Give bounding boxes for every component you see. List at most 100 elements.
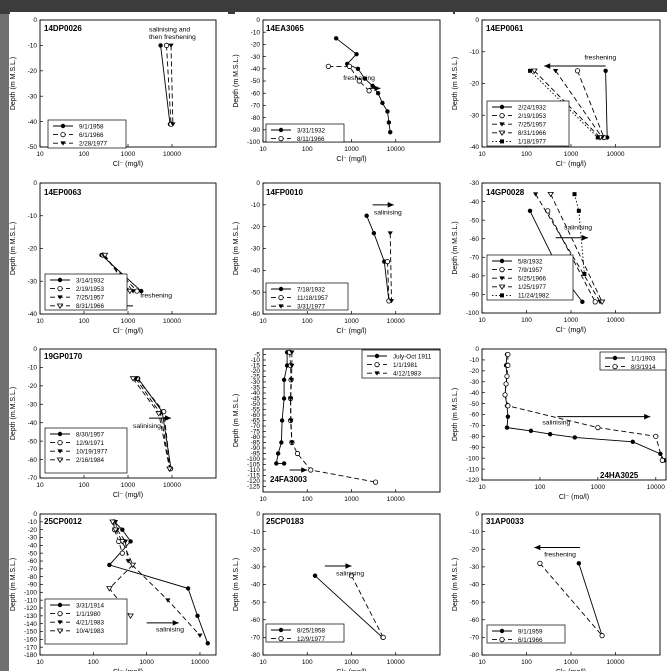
- data-point: [552, 69, 559, 74]
- annotation-text: then freshening: [149, 34, 196, 41]
- y-tick-label: -140: [24, 621, 37, 628]
- y-tick-label: -20: [251, 546, 261, 553]
- x-tick-label: 1000: [344, 496, 359, 503]
- legend-marker: [57, 610, 63, 617]
- x-tick-label: 10: [259, 659, 267, 666]
- y-tick-label: -70: [251, 103, 261, 110]
- trend-arrow-head: [301, 467, 308, 473]
- x-tick-label: 10000: [387, 318, 405, 325]
- panel-background: [235, 177, 453, 341]
- x-tick-label: 10000: [163, 318, 181, 325]
- legend-entry: 8/31/1966: [76, 303, 105, 310]
- x-tick-label: 10000: [606, 659, 624, 666]
- y-axis-label: Depth (m M.S.L.): [233, 394, 240, 447]
- y-tick-label: -150: [24, 629, 37, 636]
- series-line-4: [550, 193, 603, 303]
- data-point: [112, 527, 119, 533]
- legend-entry: 2/28/1977: [79, 141, 108, 148]
- annotation-text: salinising: [156, 627, 184, 634]
- x-tick-label: 10: [478, 484, 486, 491]
- panel-label: 14EP0061: [486, 24, 524, 33]
- panel-background: [455, 12, 667, 176]
- legend-box: [265, 123, 345, 143]
- y-tick-label: -65: [251, 418, 261, 425]
- x-tick-label: 100: [302, 318, 313, 325]
- series-line-2: [328, 65, 370, 92]
- x-tick-label: 10000: [606, 151, 624, 158]
- legend-entry: 7/25/1957: [76, 295, 105, 302]
- legend-marker: [56, 628, 64, 634]
- y-tick-label: -40: [470, 582, 480, 589]
- y-axis-label: Depth (m M.S.L.): [452, 388, 459, 441]
- series-line-3: [170, 45, 174, 125]
- data-point: [197, 633, 203, 638]
- series-line-3: [535, 193, 601, 303]
- data-point: [120, 527, 125, 532]
- series-line-3: [290, 352, 293, 443]
- data-point: [346, 63, 353, 69]
- data-point: [372, 479, 379, 485]
- data-point: [653, 433, 659, 439]
- data-point: [288, 418, 294, 423]
- legend-entry: 12/9/1971: [76, 440, 105, 447]
- data-point: [106, 586, 113, 592]
- legend-marker: [374, 361, 380, 368]
- legend-entry: 6/1/1966: [79, 132, 104, 139]
- y-tick-label: -50: [251, 78, 261, 85]
- y-tick-label: -30: [28, 401, 38, 408]
- trend-arrow-head: [534, 544, 541, 551]
- data-point: [294, 450, 301, 457]
- legend-marker: [500, 293, 504, 298]
- data-point: [387, 231, 393, 236]
- data-point: [505, 351, 511, 358]
- y-tick-label: -80: [28, 574, 38, 581]
- legend-box: [486, 624, 566, 644]
- legend-entry: 8/25/1958: [297, 627, 326, 634]
- legend-marker: [278, 627, 284, 633]
- data-point: [158, 43, 163, 48]
- legend-entry: 9/1/1959: [518, 628, 543, 635]
- x-tick-label: 100: [302, 659, 313, 666]
- y-tick-label: -90: [28, 582, 38, 589]
- y-tick-label: -60: [28, 558, 38, 565]
- x-tick-label: 1000: [344, 659, 359, 666]
- y-tick-label: -30: [28, 93, 38, 100]
- panel-label: 14DP0026: [44, 24, 82, 33]
- data-point: [599, 633, 605, 639]
- legend-marker: [374, 353, 380, 359]
- y-tick-label: -80: [470, 652, 480, 659]
- y-tick-label: -10: [28, 519, 38, 526]
- data-point: [312, 573, 318, 578]
- legend-marker: [57, 439, 63, 446]
- x-tick-label: 100: [88, 659, 99, 666]
- legend-entry: 2/19/1953: [518, 113, 547, 120]
- x-tick-label: 100: [521, 151, 532, 158]
- y-tick-label: -70: [28, 566, 38, 573]
- legend-entry: 8/31/1966: [518, 130, 547, 137]
- y-tick-label: -20: [251, 42, 261, 49]
- x-axis-label: Cl⁻ (mg/l): [113, 328, 143, 335]
- data-point: [375, 91, 381, 96]
- data-point: [279, 418, 285, 423]
- y-tick-label: -10: [470, 49, 480, 56]
- y-tick-label: -20: [470, 546, 480, 553]
- y-tick-label: -170: [24, 644, 37, 651]
- y-tick-label: -50: [28, 550, 38, 557]
- y-tick-label: -90: [251, 127, 261, 134]
- y-axis-label: Depth (m M.S.L.): [452, 221, 459, 274]
- legend-marker: [499, 113, 505, 119]
- legend-entry: 2/24/1932: [518, 104, 547, 111]
- data-point: [603, 68, 608, 74]
- y-tick-label: -40: [251, 390, 261, 397]
- legend-entry: July-Oct 1911: [393, 353, 432, 360]
- y-tick-label: -80: [470, 434, 480, 441]
- panel-background: [235, 508, 453, 671]
- y-tick-label: -40: [470, 144, 480, 151]
- data-point: [129, 376, 137, 382]
